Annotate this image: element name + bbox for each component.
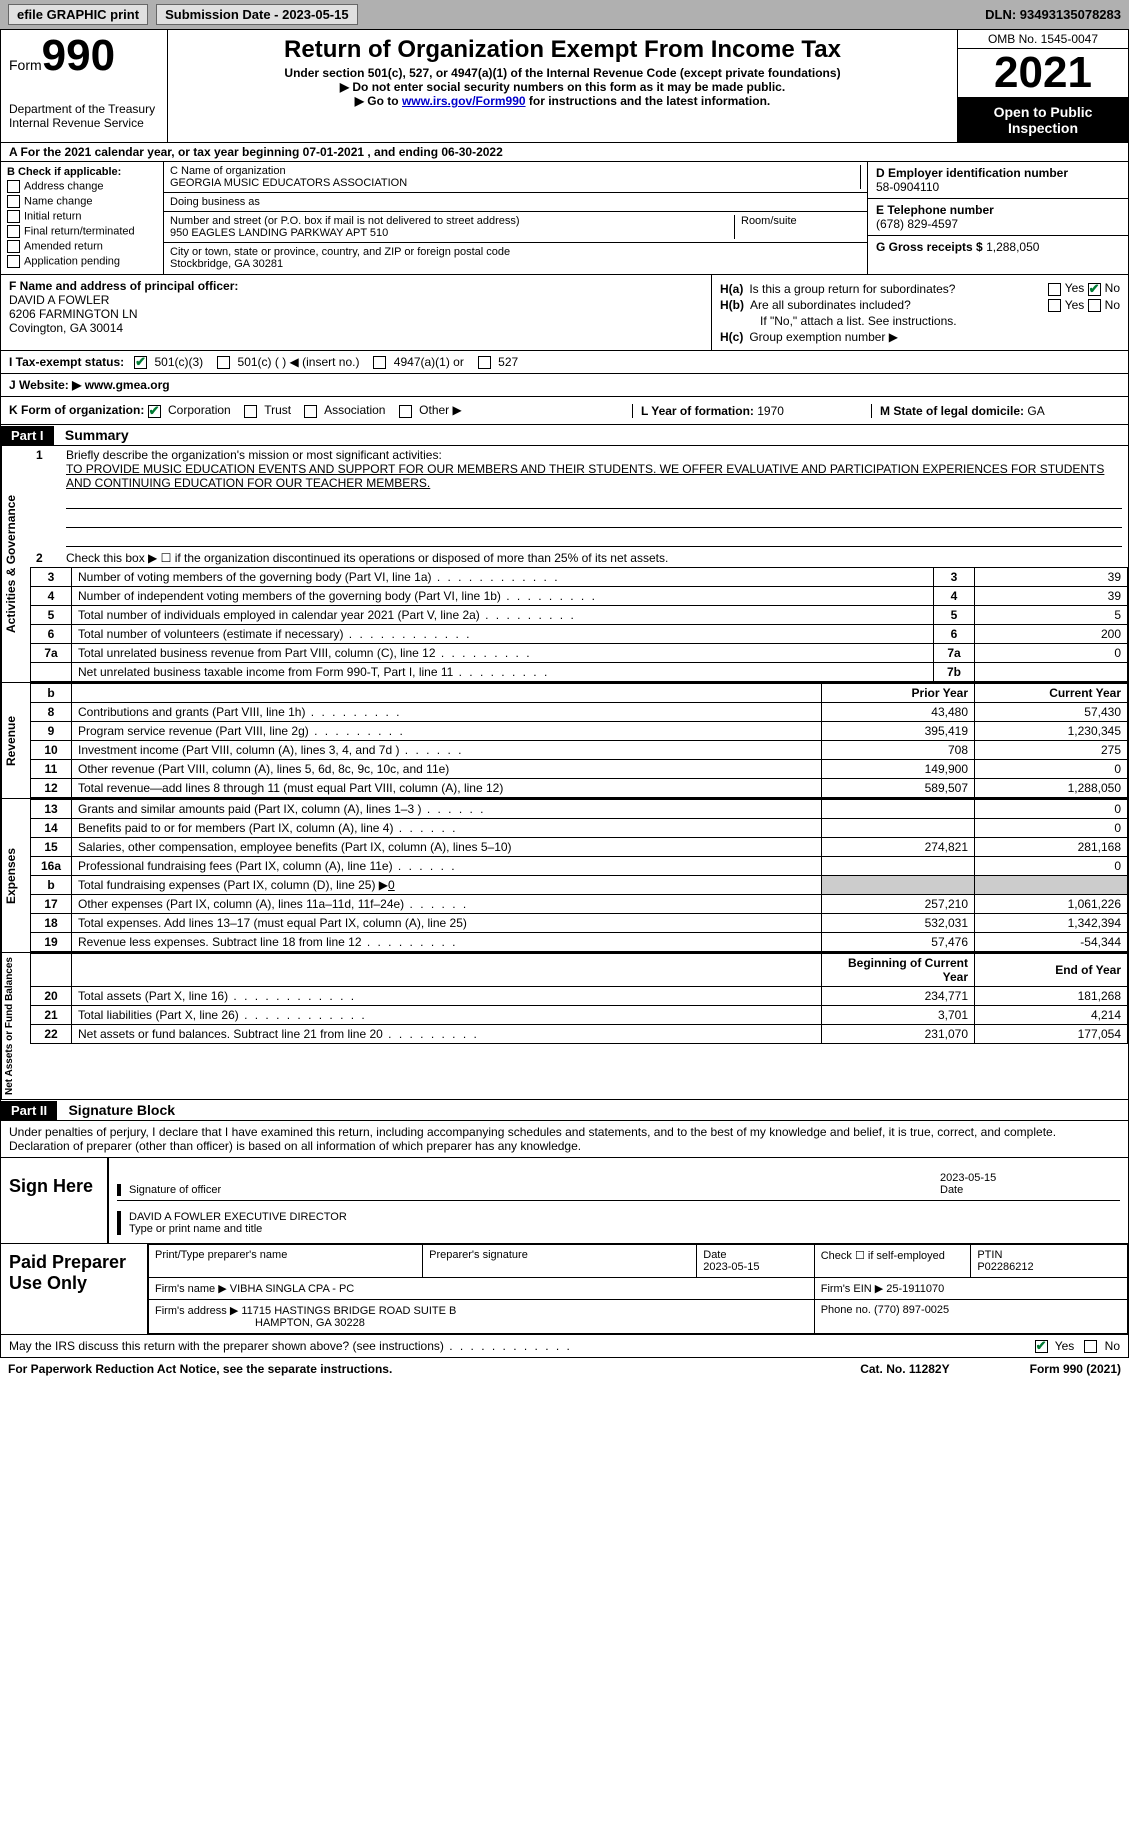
top-bar: efile GRAPHIC print Submission Date - 20…: [0, 0, 1129, 29]
chk-4947[interactable]: [373, 356, 386, 369]
chk-final-return[interactable]: Final return/terminated: [7, 225, 157, 238]
discuss-no[interactable]: [1084, 1340, 1097, 1353]
part2-title: Signature Block: [60, 1100, 183, 1120]
signature-declaration: Under penalties of perjury, I declare th…: [0, 1121, 1129, 1158]
irs-label: Internal Revenue Service: [9, 116, 159, 130]
chk-application-pending[interactable]: Application pending: [7, 255, 157, 268]
tax-exempt-label: I Tax-exempt status:: [9, 355, 124, 369]
part1-title: Summary: [57, 425, 137, 445]
form-header: Form 990 Department of the Treasury Inte…: [0, 29, 1129, 143]
ha-yes[interactable]: [1048, 283, 1061, 296]
ein-value: 58-0904110: [876, 180, 1120, 194]
paperwork-notice: For Paperwork Reduction Act Notice, see …: [8, 1362, 860, 1376]
open-to-public: Open to Public Inspection: [958, 98, 1128, 142]
gross-label: G Gross receipts $: [876, 240, 986, 254]
hb-no[interactable]: [1088, 299, 1101, 312]
chk-527[interactable]: [478, 356, 491, 369]
chk-association[interactable]: [304, 405, 317, 418]
chk-name-change[interactable]: Name change: [7, 195, 157, 208]
chk-amended-return[interactable]: Amended return: [7, 240, 157, 253]
paid-preparer-label: Paid Preparer Use Only: [1, 1244, 148, 1334]
submission-date: Submission Date - 2023-05-15: [156, 4, 358, 25]
website-value: www.gmea.org: [85, 378, 170, 392]
firm-name: VIBHA SINGLA CPA - PC: [230, 1283, 355, 1295]
cat-no: Cat. No. 11282Y: [860, 1362, 949, 1376]
chk-initial-return[interactable]: Initial return: [7, 210, 157, 223]
dba-label: Doing business as: [170, 196, 260, 208]
omb-number: OMB No. 1545-0047: [958, 30, 1128, 49]
sign-here-label: Sign Here: [1, 1158, 109, 1243]
subtitle-2: ▶ Do not enter social security numbers o…: [176, 80, 949, 94]
efile-print-btn[interactable]: efile GRAPHIC print: [8, 4, 148, 25]
chk-address-change[interactable]: Address change: [7, 180, 157, 193]
officer-addr1: 6206 FARMINGTON LN: [9, 307, 703, 321]
address-value: 950 EAGLES LANDING PARKWAY APT 510: [170, 227, 728, 239]
chk-corporation[interactable]: [148, 405, 161, 418]
row-a-tax-year: A For the 2021 calendar year, or tax yea…: [0, 143, 1129, 162]
chk-other[interactable]: [399, 405, 412, 418]
ein-label: D Employer identification number: [876, 166, 1120, 180]
vtab-revenue: Revenue: [1, 683, 30, 798]
part2-header: Part II: [1, 1101, 57, 1120]
tel-value: (678) 829-4597: [876, 217, 1120, 231]
vtab-expenses: Expenses: [1, 799, 30, 952]
signer-name: DAVID A FOWLER EXECUTIVE DIRECTOR: [129, 1211, 1120, 1223]
org-name: GEORGIA MUSIC EDUCATORS ASSOCIATION: [170, 177, 854, 189]
col-b-checkboxes: B Check if applicable: Address change Na…: [1, 162, 164, 274]
website-label: J Website: ▶: [9, 378, 85, 392]
form-footer: Form 990 (2021): [1030, 1362, 1121, 1376]
gross-value: 1,288,050: [986, 240, 1039, 254]
chk-501c3[interactable]: [134, 356, 147, 369]
dept-label: Department of the Treasury: [9, 102, 159, 116]
officer-name: DAVID A FOWLER: [9, 293, 703, 307]
tax-year: 2021: [958, 49, 1128, 98]
city-value: Stockbridge, GA 30281: [170, 258, 861, 270]
dln: DLN: 93493135078283: [985, 7, 1121, 22]
form-990-label: Form 990: [9, 34, 159, 78]
org-name-label: C Name of organization: [170, 165, 854, 177]
officer-addr2: Covington, GA 30014: [9, 321, 703, 335]
vtab-activities: Activities & Governance: [1, 446, 30, 682]
mission-text: TO PROVIDE MUSIC EDUCATION EVENTS AND SU…: [66, 462, 1104, 490]
hb-yes[interactable]: [1048, 299, 1061, 312]
tel-label: E Telephone number: [876, 203, 1120, 217]
ha-no[interactable]: [1088, 283, 1101, 296]
subtitle-3: ▶ Go to www.irs.gov/Form990 for instruct…: [176, 94, 949, 108]
chk-501c[interactable]: [217, 356, 230, 369]
discuss-yes[interactable]: [1035, 1340, 1048, 1353]
officer-label: F Name and address of principal officer:: [9, 279, 703, 293]
address-label: Number and street (or P.O. box if mail i…: [170, 215, 728, 227]
irs-link[interactable]: www.irs.gov/Form990: [402, 94, 526, 108]
form-title: Return of Organization Exempt From Incom…: [176, 36, 949, 64]
city-label: City or town, state or province, country…: [170, 246, 861, 258]
room-label: Room/suite: [741, 215, 861, 227]
vtab-net-assets: Net Assets or Fund Balances: [1, 953, 30, 1099]
subtitle-1: Under section 501(c), 527, or 4947(a)(1)…: [176, 66, 949, 80]
chk-trust[interactable]: [244, 405, 257, 418]
part1-header: Part I: [1, 426, 54, 445]
